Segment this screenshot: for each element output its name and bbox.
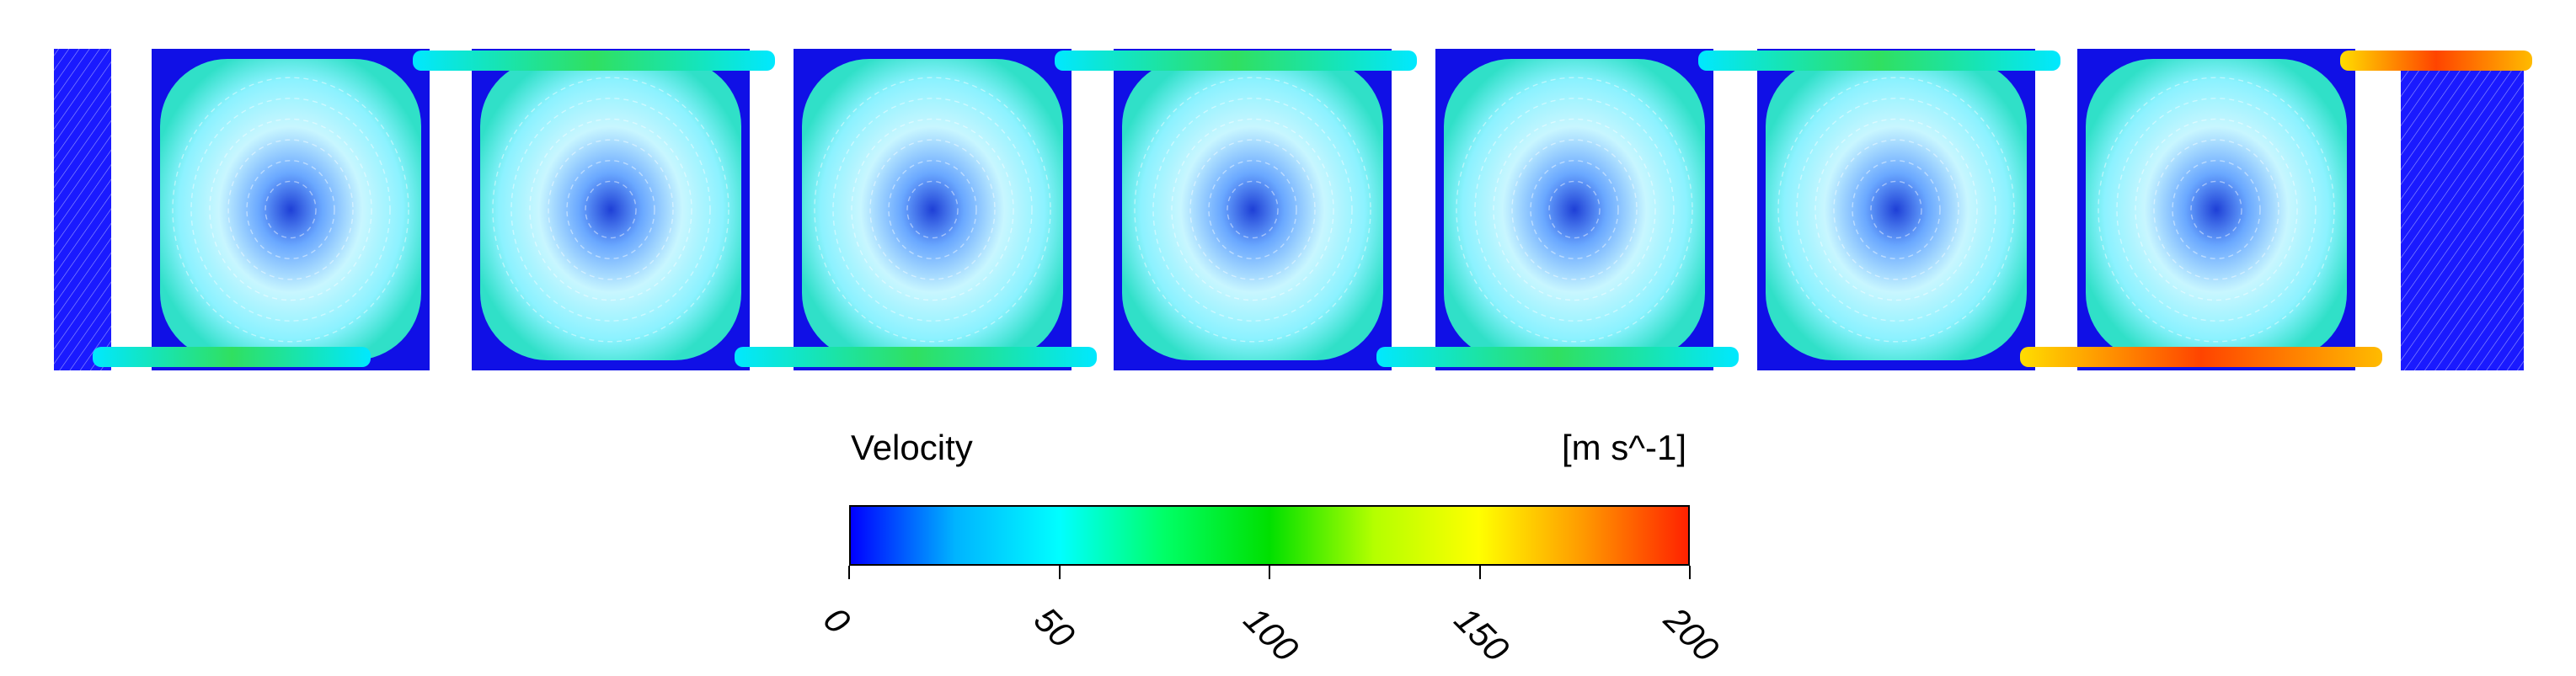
streamline xyxy=(510,98,711,322)
channel-flow xyxy=(735,347,1097,367)
colorbar-tick-mark xyxy=(1058,566,1061,579)
baffle xyxy=(111,49,150,343)
channel-flow xyxy=(93,347,371,367)
colorbar-tick-mark xyxy=(1478,566,1481,579)
streamline xyxy=(1833,139,1959,280)
streamline xyxy=(265,180,317,239)
streamline xyxy=(548,139,674,280)
colorbar-tick-label: 200 xyxy=(1656,599,1727,669)
streamline xyxy=(1208,160,1297,259)
colorbar-tick-mark xyxy=(1689,566,1691,579)
inlet-region xyxy=(54,49,111,370)
vortex xyxy=(480,59,741,360)
streamline xyxy=(1511,139,1638,280)
streamline xyxy=(814,77,1051,343)
streamline xyxy=(566,160,655,259)
streamline xyxy=(1474,98,1675,322)
outlet-region xyxy=(2401,67,2524,370)
streamline xyxy=(906,180,959,239)
vortex xyxy=(1766,59,2027,360)
baffle xyxy=(1717,49,1756,343)
colorbar-tick-label: 100 xyxy=(1236,599,1307,669)
streamline xyxy=(1777,77,2015,343)
streamline xyxy=(1189,139,1316,280)
streamline xyxy=(1152,98,1353,322)
streamline xyxy=(1852,160,1941,259)
streamline xyxy=(851,118,1014,301)
colorbar-gradient xyxy=(849,505,1690,566)
channel-flow xyxy=(2020,347,2382,367)
streamline xyxy=(1530,160,1619,259)
streamline xyxy=(1870,180,1922,239)
streamline xyxy=(492,77,730,343)
streamline xyxy=(585,180,637,239)
baffle xyxy=(1395,49,1434,343)
streamline xyxy=(1134,77,1371,343)
streamline xyxy=(888,160,977,259)
streamline xyxy=(529,118,692,301)
velocity-vector-field xyxy=(54,49,2532,370)
vortex xyxy=(1122,59,1383,360)
streamline xyxy=(1796,98,1996,322)
streamline xyxy=(2190,180,2242,239)
colorbar-tick-label: 0 xyxy=(815,599,858,641)
streamline xyxy=(1814,118,1978,301)
streamline xyxy=(832,98,1033,322)
streamline xyxy=(2116,98,2317,322)
streamline xyxy=(227,139,354,280)
channel-flow xyxy=(1698,51,2060,71)
baffle xyxy=(1073,49,1112,343)
streamline xyxy=(172,77,409,343)
streamline xyxy=(1227,180,1279,239)
channel-flow xyxy=(2340,51,2532,71)
baffle xyxy=(431,49,470,343)
vortex xyxy=(160,59,421,360)
streamline xyxy=(2098,77,2335,343)
colorbar-tick-mark xyxy=(1269,566,1270,579)
streamline xyxy=(1493,118,1656,301)
streamline xyxy=(246,160,335,259)
channel-flow xyxy=(413,51,775,71)
streamline xyxy=(1456,77,1693,343)
channel-flow xyxy=(1376,347,1739,367)
baffle xyxy=(2357,49,2396,343)
streamline xyxy=(209,118,372,301)
colorbar-tick-label: 150 xyxy=(1446,599,1517,669)
streamline xyxy=(1171,118,1334,301)
streamline xyxy=(869,139,996,280)
colorbar-tick-mark xyxy=(848,566,850,579)
streamline xyxy=(190,98,391,322)
legend-title: Velocity xyxy=(851,428,973,467)
streamline xyxy=(2172,160,2261,259)
channel-flow xyxy=(1055,51,1417,71)
streamline xyxy=(1548,180,1601,239)
vortex xyxy=(1444,59,1705,360)
colorbar-tick-label: 50 xyxy=(1026,599,1082,656)
vortex xyxy=(802,59,1063,360)
baffle xyxy=(2037,49,2076,343)
vortex xyxy=(2086,59,2347,360)
legend-units: [m s^-1] xyxy=(1561,428,1686,467)
streamline xyxy=(2153,139,2279,280)
streamline xyxy=(2135,118,2298,301)
baffle xyxy=(753,49,792,343)
